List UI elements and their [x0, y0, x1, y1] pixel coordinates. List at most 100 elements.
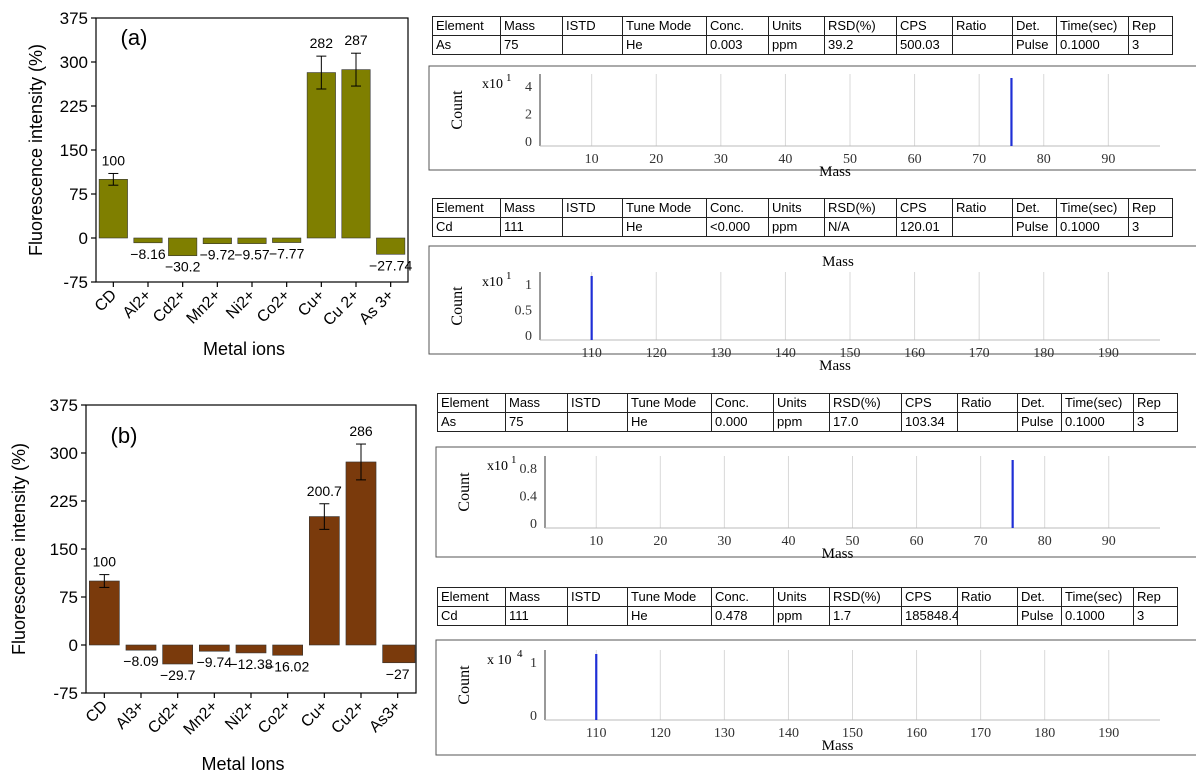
table-cell: As: [437, 412, 506, 432]
x-axis-label: Mass: [819, 164, 851, 180]
table-cell: 111: [505, 606, 568, 626]
table-cell: ppm: [773, 412, 830, 432]
data-label: −29.7: [160, 667, 196, 683]
y-tick-label: 1: [525, 278, 532, 293]
y-tick-label: 150: [60, 141, 88, 160]
table-cell: 3: [1128, 217, 1173, 237]
x-axis-label: Mass: [819, 358, 851, 374]
table-cell: He: [627, 412, 712, 432]
y-axis-label: Count: [456, 665, 473, 705]
x-tick-label: Cu+: [298, 698, 331, 731]
table-header-cell: Units: [768, 198, 825, 218]
data-label: 287: [344, 32, 368, 48]
bar: [376, 237, 406, 255]
scale-exponent: 1: [506, 72, 512, 84]
table-header-cell: Ratio: [952, 198, 1013, 218]
table-header-cell: Mass: [500, 16, 563, 36]
y-tick-label: 150: [50, 540, 78, 559]
table-header-cell: Conc.: [711, 393, 774, 413]
table-cell: Pulse: [1017, 412, 1062, 432]
table-header-cell: Units: [768, 16, 825, 36]
x-tick-label: CD: [83, 698, 111, 726]
scale-label: x10: [482, 275, 503, 290]
y-tick-label: -75: [53, 684, 78, 703]
table-cell: 0.003: [706, 35, 769, 55]
bar: [272, 644, 303, 656]
table-header-cell: Element: [437, 587, 506, 607]
mass-spectrum: 110 120 130 140 150 160 170 180 190 1 0 x 10 4 Count M…: [435, 639, 1196, 756]
table-header-cell: Conc.: [711, 587, 774, 607]
bar: [98, 179, 128, 239]
x-tick-label: Cd2+: [150, 287, 189, 326]
x-axis-label: Mass: [822, 546, 854, 562]
x-tick-label: 60: [908, 152, 922, 167]
table-cell: He: [622, 217, 707, 237]
y-tick-label: 4: [525, 80, 532, 95]
bar: [382, 644, 416, 664]
x-tick-label: 150: [842, 726, 863, 741]
table-cell: 75: [505, 412, 568, 432]
data-label: −7.77: [269, 246, 305, 262]
table-cell: 0.1000: [1056, 217, 1129, 237]
table-cell: 0.1000: [1056, 35, 1129, 55]
table-header-cell: Rep: [1128, 198, 1173, 218]
x-tick-label: 30: [714, 152, 728, 167]
bar: [341, 69, 371, 239]
x-tick-label: 70: [974, 534, 988, 549]
x-tick-label: 90: [1101, 152, 1115, 167]
table-header-row: Element Mass ISTD Tune Mode Conc. Units RSD(%)…: [432, 16, 1173, 36]
table-cell: <0.000: [706, 217, 769, 237]
x-tick-label: 180: [1034, 726, 1055, 741]
x-tick-label: 60: [910, 534, 924, 549]
table-header-cell: Det.: [1017, 393, 1062, 413]
table-header-cell: Mass: [500, 198, 563, 218]
panel-label: (a): [121, 25, 148, 50]
table-cell: 3: [1128, 35, 1173, 55]
data-label: −8.09: [123, 653, 159, 669]
x-tick-label: 10: [585, 152, 599, 167]
table-header-cell: Conc.: [706, 16, 769, 36]
x-tick-label: 40: [778, 152, 792, 167]
table-cell: [952, 217, 1013, 237]
y-tick-label: 375: [60, 9, 88, 28]
panel-label: (b): [111, 423, 138, 448]
mass-spectrum: 10 20 30 40 50 60 70 80 90 0.8 0.4 0 x10 1 Count Mass: [435, 446, 1196, 562]
x-tick-label: Co2+: [255, 698, 294, 737]
table-cell: 0.000: [711, 412, 774, 432]
y-axis-label: Count: [449, 90, 466, 130]
x-tick-label: Mn2+: [184, 287, 225, 328]
y-tick-label: 300: [60, 53, 88, 72]
table-header-cell: ISTD: [567, 587, 628, 607]
x-tick-label: Al3+: [113, 698, 148, 733]
y-tick-label: 0.5: [515, 304, 533, 319]
x-tick-label: 80: [1038, 534, 1052, 549]
table-header-cell: Units: [773, 587, 830, 607]
table-header-cell: Element: [432, 16, 501, 36]
y-tick-label: 225: [50, 492, 78, 511]
x-axis-label: Metal Ions: [201, 754, 284, 774]
y-tick-label: -75: [63, 273, 88, 292]
table-row: Cd 111 He <0.000 ppm N/A 120.01 Pulse 0.1000 3: [432, 217, 1173, 237]
table-row: As 75 He 0.003 ppm 39.2 500.03 Pulse 0.1000 3: [432, 35, 1173, 55]
x-tick-label: Cu2+: [328, 698, 367, 737]
scale-exponent: 4: [517, 648, 523, 660]
table-header-cell: ISTD: [562, 16, 623, 36]
x-tick-label: 50: [846, 534, 860, 549]
scale-label: x10: [482, 77, 503, 92]
table-header-cell: RSD(%): [829, 587, 902, 607]
x-tick-label: Al2+: [120, 287, 155, 322]
x-tick-label: CD: [92, 287, 120, 315]
y-tick-label: 75: [69, 185, 88, 204]
table-cell: [567, 412, 628, 432]
table-cell: 185848.42: [901, 606, 958, 626]
table-cell: 1.7: [829, 606, 902, 626]
bar: [162, 644, 193, 665]
data-label: −9.57: [234, 247, 270, 263]
table-header-cell: Time(sec): [1061, 587, 1134, 607]
x-tick-label: Mn2+: [181, 698, 222, 739]
table-header-cell: Det.: [1017, 587, 1062, 607]
table-cell: As: [432, 35, 501, 55]
bar: [199, 644, 230, 652]
top-axis-label: Mass: [822, 254, 854, 270]
